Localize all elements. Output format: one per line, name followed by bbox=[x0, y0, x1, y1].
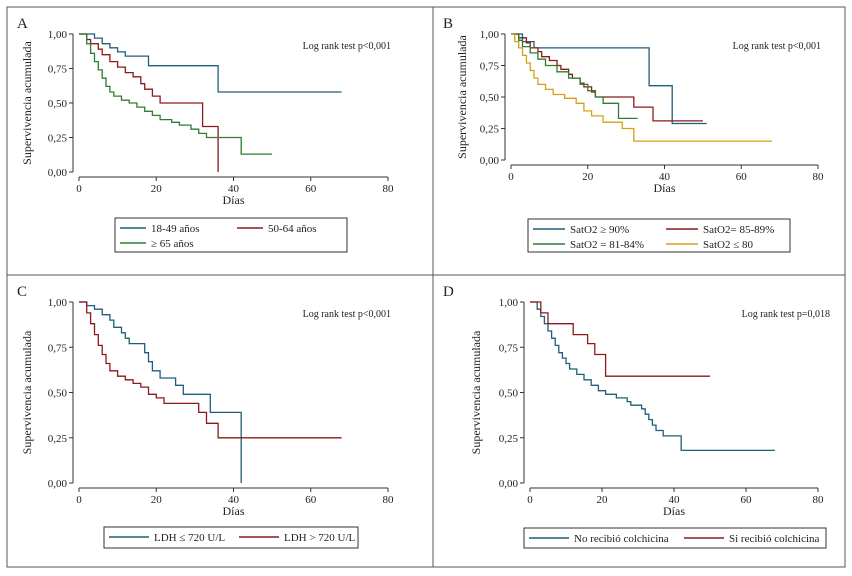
legend-label: LDH ≤ 720 U/L bbox=[154, 532, 225, 544]
survival-curve-4 bbox=[511, 33, 772, 142]
legend-label: 18-49 años bbox=[151, 223, 200, 235]
x-tick-label: 60 bbox=[305, 183, 317, 195]
x-tick-label: 40 bbox=[659, 171, 671, 183]
legend: 18-49 años 50-64 años ≥ 65 años bbox=[114, 217, 348, 253]
panel-letter: A bbox=[17, 16, 28, 32]
legend-label: SatO2 ≤ 80 bbox=[703, 239, 754, 251]
y-tick-label: 0,25 bbox=[499, 433, 519, 445]
x-tick-label: 40 bbox=[228, 494, 240, 506]
legend-label: ≥ 65 años bbox=[151, 238, 194, 250]
panel-frame bbox=[432, 274, 846, 568]
x-axis-label: Días bbox=[663, 504, 685, 518]
legend-label: SatO2 ≥ 90% bbox=[570, 224, 629, 236]
y-tick-label: 1,00 bbox=[480, 29, 500, 41]
y-axis-label: Supervivencia acumulada bbox=[20, 41, 34, 165]
legend-box bbox=[527, 218, 791, 253]
survival-curve-1 bbox=[511, 33, 707, 125]
survival-curve-1 bbox=[79, 33, 342, 93]
x-tick-label: 60 bbox=[305, 494, 317, 506]
y-tick-label: 0,25 bbox=[48, 133, 68, 145]
legend-label: No recibió colchicina bbox=[574, 533, 669, 545]
panel-a: A 0,00 0,25 0,50 0,75 1,00 0 20 40 60 80 Días Superv… bbox=[6, 6, 434, 276]
survival-curve-2 bbox=[79, 301, 342, 439]
x-tick-label: 80 bbox=[813, 171, 825, 183]
legend: No recibió colchicina Si recibió colchici… bbox=[523, 527, 827, 549]
survival-curve-3 bbox=[79, 33, 273, 155]
survival-curve-1 bbox=[79, 301, 242, 483]
x-tick-label: 80 bbox=[813, 494, 825, 506]
x-tick-label: 80 bbox=[383, 183, 395, 195]
log-rank-annotation: Log rank test p<0,001 bbox=[733, 41, 821, 52]
x-tick-label: 60 bbox=[736, 171, 748, 183]
y-tick-label: 1,00 bbox=[48, 29, 68, 41]
survival-curve-1 bbox=[530, 301, 775, 452]
y-tick-label: 0,50 bbox=[48, 388, 68, 400]
legend-label: SatO2= 85-89% bbox=[703, 224, 774, 236]
log-rank-annotation: Log rank test p<0,001 bbox=[303, 309, 391, 320]
legend-label: 50-64 años bbox=[268, 223, 317, 235]
legend: SatO2 ≥ 90% SatO2= 85-89% SatO2 = 81-84% Sa… bbox=[527, 218, 791, 253]
legend-box bbox=[103, 526, 359, 549]
y-tick-label: 0,25 bbox=[48, 433, 68, 445]
survival-curve-2 bbox=[511, 33, 703, 122]
log-rank-annotation: Log rank test p=0,018 bbox=[742, 309, 830, 320]
y-tick-label: 0,25 bbox=[480, 124, 500, 136]
legend-box bbox=[523, 527, 827, 549]
legend-box bbox=[114, 217, 348, 253]
y-axis-label: Supervivencia acumulada bbox=[469, 330, 483, 454]
x-tick-label: 40 bbox=[228, 183, 240, 195]
legend-label: LDH > 720 U/L bbox=[284, 532, 356, 544]
y-tick-label: 0,75 bbox=[48, 342, 68, 354]
legend-label: SatO2 = 81-84% bbox=[570, 239, 644, 251]
y-axis-label: Supervivencia acumulada bbox=[20, 330, 34, 454]
x-axis-label: Días bbox=[654, 181, 676, 195]
x-tick-label: 60 bbox=[741, 494, 753, 506]
x-axis-label: Días bbox=[223, 504, 245, 518]
survival-curve-3 bbox=[511, 33, 638, 120]
x-tick-label: 20 bbox=[582, 171, 594, 183]
x-tick-label: 80 bbox=[383, 494, 395, 506]
panel-d: D 0,00 0,25 0,50 0,75 1,00 0 20 40 60 80 Días Superv… bbox=[432, 274, 846, 568]
panel-letter: B bbox=[443, 16, 453, 32]
x-tick-label: 0 bbox=[527, 494, 533, 506]
y-tick-label: 1,00 bbox=[499, 297, 519, 309]
x-axis-label: Días bbox=[223, 193, 245, 207]
survival-curve-2 bbox=[79, 33, 219, 172]
y-tick-label: 0,00 bbox=[48, 478, 68, 490]
y-axis-label: Supervivencia acumulada bbox=[455, 35, 469, 159]
legend-label: Si recibió colchicina bbox=[729, 533, 820, 545]
y-tick-label: 0,50 bbox=[48, 98, 68, 110]
panel-letter: C bbox=[17, 284, 27, 300]
x-tick-label: 40 bbox=[669, 494, 681, 506]
x-tick-label: 20 bbox=[151, 494, 163, 506]
y-tick-label: 0,75 bbox=[499, 342, 519, 354]
x-tick-label: 0 bbox=[508, 171, 514, 183]
y-tick-label: 1,00 bbox=[48, 297, 68, 309]
y-tick-label: 0,50 bbox=[480, 92, 500, 104]
y-tick-label: 0,00 bbox=[48, 167, 68, 179]
log-rank-annotation: Log rank test p<0,001 bbox=[303, 41, 391, 52]
x-tick-label: 0 bbox=[76, 494, 82, 506]
panel-c: C 0,00 0,25 0,50 0,75 1,00 0 20 40 60 80 Días Superv… bbox=[6, 274, 434, 568]
survival-curve-2 bbox=[530, 301, 710, 377]
y-tick-label: 0,00 bbox=[480, 155, 500, 167]
y-tick-label: 0,00 bbox=[499, 478, 519, 490]
y-tick-label: 0,75 bbox=[480, 61, 500, 73]
x-tick-label: 20 bbox=[151, 183, 163, 195]
panel-b: B 0,00 0,25 0,50 0,75 1,00 0 20 40 60 80 Días Superv… bbox=[432, 6, 846, 276]
panel-letter: D bbox=[443, 284, 454, 300]
x-tick-label: 20 bbox=[597, 494, 609, 506]
legend: LDH ≤ 720 U/L LDH > 720 U/L bbox=[103, 526, 359, 549]
x-tick-label: 0 bbox=[76, 183, 82, 195]
y-tick-label: 0,75 bbox=[48, 64, 68, 76]
y-tick-label: 0,50 bbox=[499, 388, 519, 400]
